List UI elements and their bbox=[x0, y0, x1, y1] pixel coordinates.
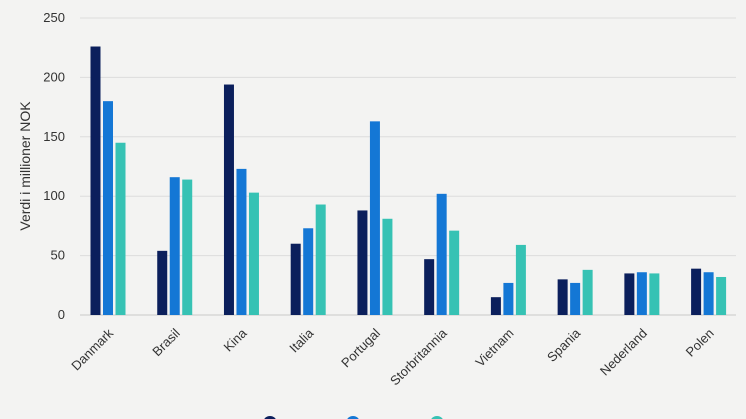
bar-polen-series-1 bbox=[691, 268, 702, 315]
bar-storbritannia-series-1 bbox=[424, 259, 435, 315]
legend-marker-series-3[interactable] bbox=[430, 416, 444, 419]
y-tick-label: 100 bbox=[43, 188, 65, 203]
bar-storbritannia-series-3 bbox=[449, 230, 460, 315]
bar-brasil-series-1 bbox=[157, 250, 168, 315]
y-tick-label: 150 bbox=[43, 129, 65, 144]
x-tick-label: Kina bbox=[221, 325, 251, 355]
bar-italia-series-1 bbox=[290, 243, 301, 315]
legend-marker-series-2[interactable] bbox=[346, 416, 360, 419]
bar-brasil-series-3 bbox=[182, 179, 193, 315]
bar-danmark-series-1 bbox=[90, 46, 101, 316]
bar-danmark-series-3 bbox=[115, 142, 126, 315]
bar-italia-series-3 bbox=[315, 204, 326, 315]
bar-polen-series-2 bbox=[703, 272, 714, 315]
legend-marker-series-1[interactable] bbox=[263, 416, 277, 419]
bar-vietnam-series-2 bbox=[503, 282, 514, 315]
x-tick-label: Portugal bbox=[338, 325, 383, 370]
bar-nederland-series-3 bbox=[649, 273, 660, 315]
x-axis-labels: Danmark Brasil Kina Italia Portugal Storbrita… bbox=[68, 325, 717, 388]
bar-portugal-series-2 bbox=[369, 121, 380, 315]
bar-spania-series-3 bbox=[582, 269, 593, 315]
y-axis-ticks: 0 50 100 150 200 250 bbox=[43, 10, 65, 322]
bar-spania-series-1 bbox=[557, 279, 568, 315]
bar-storbritannia-series-2 bbox=[436, 193, 447, 315]
y-tick-label: 0 bbox=[58, 307, 65, 322]
bar-spania-series-2 bbox=[570, 282, 581, 315]
x-tick-label: Polen bbox=[683, 326, 717, 360]
y-tick-label: 200 bbox=[43, 69, 65, 84]
legend[interactable] bbox=[263, 416, 444, 419]
bar-kina-series-1 bbox=[223, 84, 234, 315]
x-tick-label: Brasil bbox=[149, 325, 183, 359]
bar-portugal-series-1 bbox=[357, 210, 368, 315]
bar-brasil-series-2 bbox=[169, 177, 180, 315]
bar-kina-series-2 bbox=[236, 168, 247, 315]
bar-italia-series-2 bbox=[303, 228, 314, 315]
x-tick-label: Nederland bbox=[597, 326, 650, 379]
x-tick-label: Vietnam bbox=[472, 326, 516, 370]
bar-vietnam-series-3 bbox=[515, 244, 526, 315]
y-tick-label: 250 bbox=[43, 10, 65, 25]
bar-nederland-series-2 bbox=[636, 272, 647, 315]
bar-kina-series-3 bbox=[248, 192, 259, 315]
bar-polen-series-3 bbox=[716, 276, 727, 315]
x-tick-label: Storbritannia bbox=[387, 325, 450, 388]
x-tick-label: Spania bbox=[544, 325, 584, 365]
y-axis-title: Verdi i millioner NOK bbox=[17, 101, 33, 231]
y-tick-label: 50 bbox=[51, 248, 65, 263]
bar-nederland-series-1 bbox=[624, 273, 635, 315]
bars bbox=[90, 46, 727, 316]
bar-vietnam-series-1 bbox=[490, 297, 501, 315]
x-tick-label: Italia bbox=[286, 325, 317, 356]
bar-danmark-series-2 bbox=[103, 101, 113, 315]
x-tick-label: Danmark bbox=[68, 325, 116, 373]
bar-portugal-series-3 bbox=[382, 218, 393, 315]
